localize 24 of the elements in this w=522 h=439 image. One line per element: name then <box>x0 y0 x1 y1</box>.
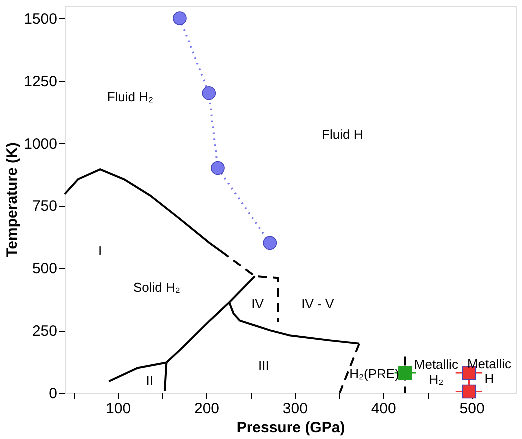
y-tick-label: 1000 <box>24 136 58 153</box>
x-tick-label: 200 <box>194 400 220 418</box>
x-tick-label: 300 <box>282 400 308 418</box>
y-tick-label: 0 <box>49 386 58 402</box>
y-tick-label: 500 <box>32 260 58 278</box>
x-tick-label: 400 <box>371 400 396 418</box>
x-tick-label: 500 <box>460 400 485 418</box>
annotation: II <box>146 372 154 388</box>
x-axis-title: Pressure (GPa) <box>236 420 346 436</box>
y-tick-label: 250 <box>32 323 58 340</box>
annotation: Fluid H <box>322 127 364 142</box>
annotation: Fluid H₂ <box>107 89 154 104</box>
annotation: IV <box>252 296 264 312</box>
x-tick-label: 100 <box>106 400 132 418</box>
annotation: Metallic H <box>467 356 512 386</box>
annotation: III <box>258 358 270 374</box>
annotation: Metallic H₂ <box>414 357 459 388</box>
y-tick-label: 1250 <box>24 73 58 90</box>
y-axis-title: Temperature (K) <box>4 142 22 258</box>
annotation: IV - V <box>302 296 334 312</box>
y-tick-label: 750 <box>32 198 58 216</box>
y-tick-label: 1500 <box>24 10 58 28</box>
annotation: I <box>98 244 102 259</box>
annotation: Solid H₂ <box>133 280 180 295</box>
